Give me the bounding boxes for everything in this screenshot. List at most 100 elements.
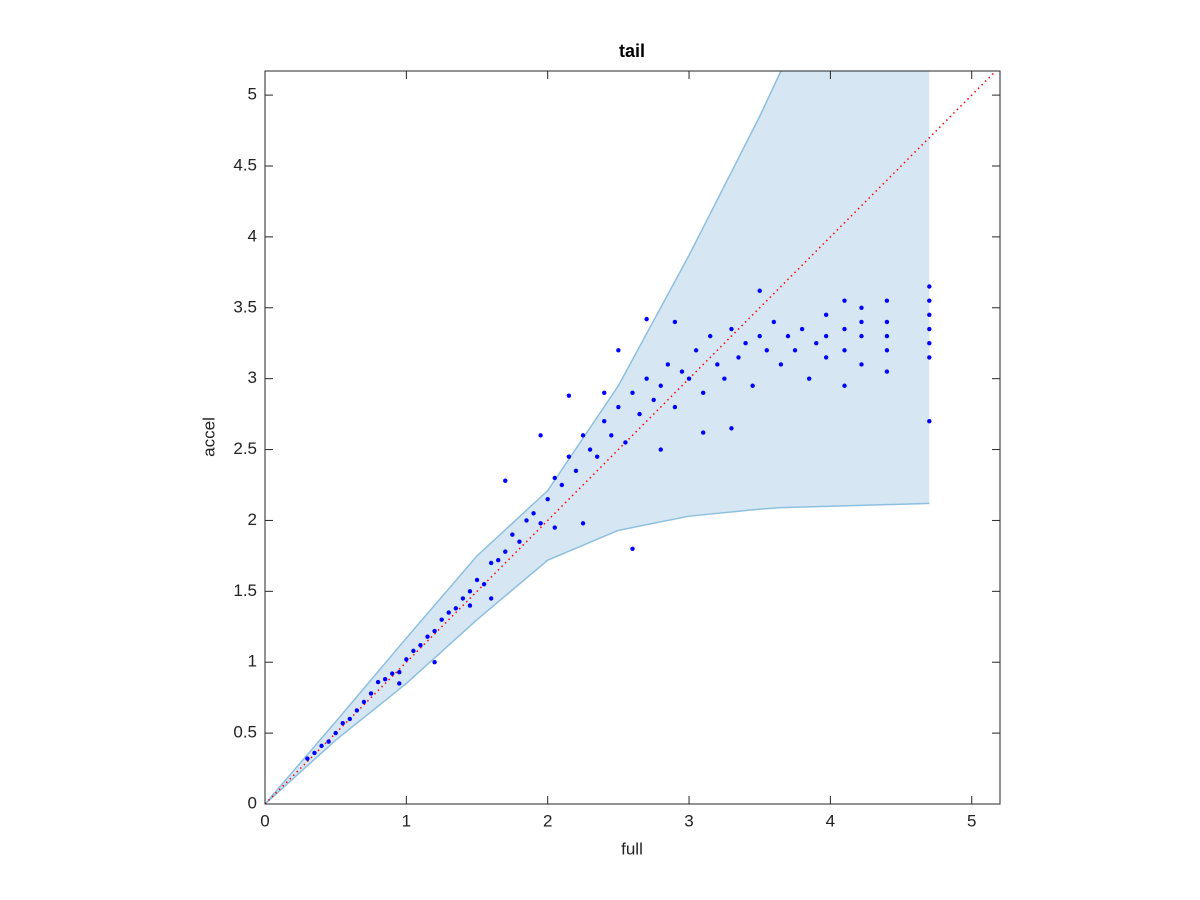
data-point [602,390,607,396]
chart-title: tail [619,41,645,61]
data-point [390,671,395,676]
data-point [630,546,635,551]
data-point [637,411,642,417]
y-tick-label: 0.5 [233,723,257,742]
y-tick-label: 2.5 [233,439,257,458]
data-point [679,369,685,374]
data-point [814,341,819,346]
data-point [884,333,890,339]
data-point [693,348,699,353]
data-point [488,596,494,601]
data-point [700,430,706,435]
data-point [503,478,508,483]
y-axis-label: accel [199,417,218,457]
data-point [453,606,459,611]
y-tick-label: 3.5 [233,297,257,316]
data-point [496,557,501,563]
y-tick-label: 3 [248,368,257,387]
x-tick-label: 4 [826,811,835,830]
data-point [517,539,522,544]
data-point [587,447,593,452]
data-point [842,298,847,303]
data-point [467,589,473,594]
data-point [602,418,607,424]
data-point [474,577,480,583]
data-point [859,362,864,367]
data-point [573,468,579,474]
y-tick-label: 2 [248,510,257,529]
data-point [672,319,678,325]
data-point [566,393,572,398]
x-tick-label: 2 [543,811,552,830]
plot-layer [265,71,997,804]
x-tick-label: 3 [684,811,693,830]
data-point [927,298,932,303]
data-point [623,440,628,445]
data-point [750,383,755,388]
data-point [552,525,557,530]
data-point [884,369,890,374]
y-tick-label: 1 [248,652,257,671]
data-point [580,521,586,526]
data-point [524,518,529,523]
data-point [531,511,536,516]
x-tick-label: 5 [967,811,976,830]
data-point [425,634,430,639]
data-point [729,426,734,431]
data-point [375,679,381,685]
y-tick-label: 4 [248,226,257,245]
data-point [305,756,310,761]
y-tick-label: 4.5 [233,155,257,174]
band-upper-edge [265,71,782,804]
data-point [778,362,784,367]
data-point [884,319,890,325]
data-point [927,341,932,346]
data-point [397,669,402,675]
data-point [792,348,798,353]
data-point [859,305,864,310]
data-point [686,376,692,381]
data-point [481,582,487,587]
data-point [510,532,515,537]
x-tick-label: 0 [260,811,269,830]
data-point [467,603,473,608]
data-point [382,677,388,682]
data-point [757,288,762,293]
data-point [771,319,777,325]
data-point [609,433,614,438]
data-point [538,433,543,438]
reference-line [265,71,997,804]
data-point [326,739,331,744]
data-point [665,362,671,367]
data-point [842,326,847,332]
data-point [884,348,890,353]
data-point [658,383,663,388]
data-point [594,454,600,459]
data-point [503,549,508,554]
data-point [312,750,317,756]
data-point [644,316,649,322]
y-tick-label: 1.5 [233,581,257,600]
data-point [927,312,932,318]
data-point [361,699,367,705]
x-axis-label: full [621,839,643,858]
data-point [432,660,437,665]
data-point [630,390,635,396]
data-point [446,610,451,615]
data-point [715,362,720,367]
data-point [580,433,586,438]
data-point [411,648,416,654]
data-point [700,390,706,396]
data-point [884,298,890,303]
data-point [672,404,678,410]
data-point [757,333,762,339]
data-point [347,716,353,722]
y-tick-label: 0 [248,793,257,812]
data-point [418,643,423,648]
data-point [439,617,444,622]
data-point [651,397,656,403]
data-point [785,333,791,339]
data-point [764,348,769,353]
data-point [333,730,338,736]
